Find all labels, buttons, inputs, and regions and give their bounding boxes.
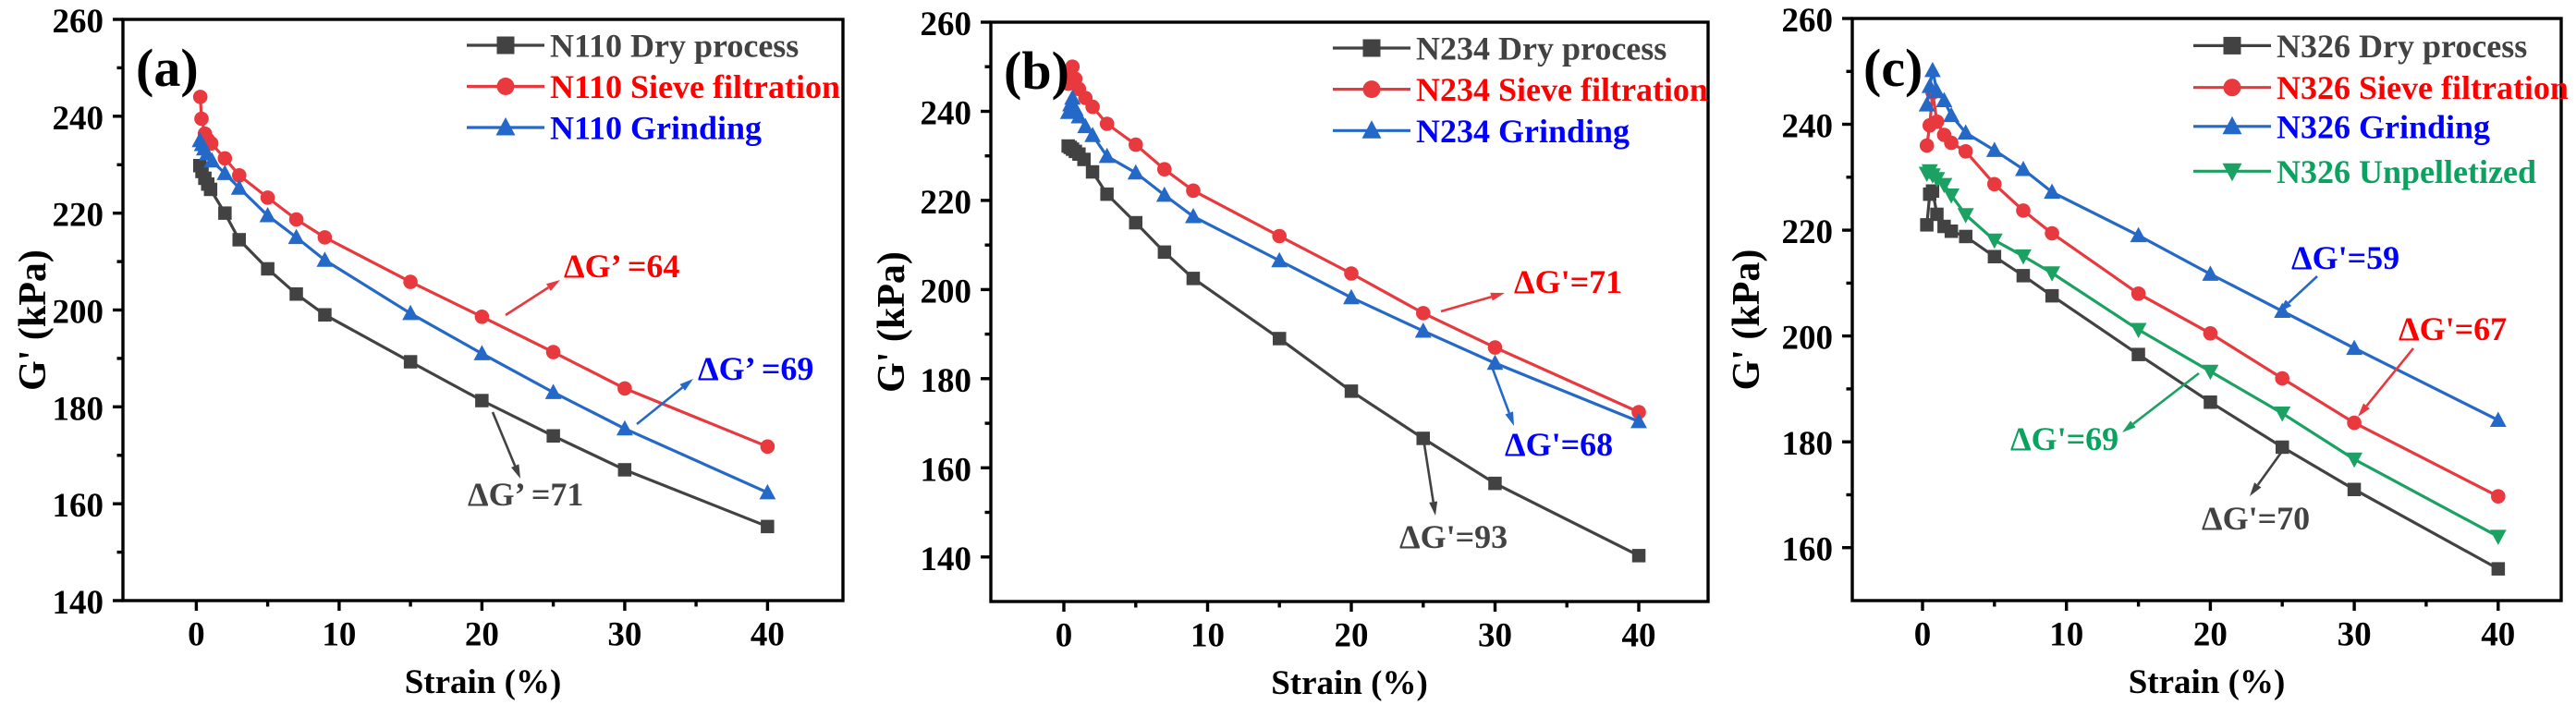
svg-text:(b): (b) xyxy=(1004,41,1069,101)
svg-text:140: 140 xyxy=(53,584,104,622)
svg-text:N110 Grinding: N110 Grinding xyxy=(550,110,762,147)
svg-text:200: 200 xyxy=(1782,320,1834,358)
svg-text:260: 260 xyxy=(921,6,972,43)
svg-text:N326 Dry process: N326 Dry process xyxy=(2277,28,2527,65)
svg-text:30: 30 xyxy=(2338,616,2372,654)
svg-text:ΔG'=67: ΔG'=67 xyxy=(2399,310,2507,347)
svg-text:160: 160 xyxy=(921,451,972,489)
svg-text:260: 260 xyxy=(53,3,104,41)
svg-text:240: 240 xyxy=(1782,108,1834,146)
svg-text:N326 Grinding: N326 Grinding xyxy=(2277,108,2490,145)
svg-text:(c): (c) xyxy=(1863,38,1923,98)
svg-text:N234 Grinding: N234 Grinding xyxy=(1416,113,1630,150)
svg-text:G' (kPa): G' (kPa) xyxy=(871,251,913,393)
svg-text:20: 20 xyxy=(465,616,499,654)
svg-text:30: 30 xyxy=(1478,617,1512,655)
svg-text:220: 220 xyxy=(921,184,972,222)
svg-text:0: 0 xyxy=(1056,617,1073,655)
svg-text:10: 10 xyxy=(322,616,356,654)
svg-text:260: 260 xyxy=(1782,2,1834,40)
svg-text:20: 20 xyxy=(1335,617,1369,655)
svg-text:240: 240 xyxy=(53,100,104,138)
svg-text:ΔG'=68: ΔG'=68 xyxy=(1505,426,1613,463)
svg-text:N234 Sieve filtration: N234 Sieve filtration xyxy=(1416,71,1708,108)
svg-text:40: 40 xyxy=(1622,617,1656,655)
svg-text:ΔG'=93: ΔG'=93 xyxy=(1399,518,1508,555)
svg-text:ΔG’ =71: ΔG’ =71 xyxy=(468,476,583,513)
svg-text:ΔG’ =64: ΔG’ =64 xyxy=(564,248,679,285)
svg-text:20: 20 xyxy=(2193,616,2228,654)
svg-text:0: 0 xyxy=(188,616,205,654)
svg-text:40: 40 xyxy=(2481,616,2515,654)
svg-text:N110 Sieve filtration: N110 Sieve filtration xyxy=(550,68,840,105)
svg-text:ΔG’ =69: ΔG’ =69 xyxy=(698,350,813,387)
svg-text:160: 160 xyxy=(1782,531,1834,569)
svg-text:180: 180 xyxy=(921,362,972,400)
svg-text:240: 240 xyxy=(921,94,972,132)
svg-text:180: 180 xyxy=(1782,425,1834,463)
svg-text:140: 140 xyxy=(921,541,972,578)
svg-text:40: 40 xyxy=(751,616,785,654)
svg-text:10: 10 xyxy=(2049,616,2083,654)
svg-text:220: 220 xyxy=(53,197,104,235)
svg-text:Strain (%): Strain (%) xyxy=(2129,663,2286,701)
svg-text:ΔG'=59: ΔG'=59 xyxy=(2291,239,2399,276)
svg-text:180: 180 xyxy=(53,390,104,428)
svg-text:ΔG'=70: ΔG'=70 xyxy=(2202,500,2310,537)
svg-text:200: 200 xyxy=(53,294,104,332)
svg-text:220: 220 xyxy=(1782,213,1834,251)
svg-text:N326 Sieve filtration: N326 Sieve filtration xyxy=(2277,69,2569,106)
svg-text:0: 0 xyxy=(1914,616,1932,654)
svg-text:30: 30 xyxy=(607,616,641,654)
svg-text:N234 Dry process: N234 Dry process xyxy=(1416,30,1666,67)
svg-text:ΔG'=69: ΔG'=69 xyxy=(2010,420,2118,457)
svg-text:160: 160 xyxy=(53,487,104,525)
svg-text:Strain (%): Strain (%) xyxy=(405,663,562,701)
svg-text:G' (kPa): G' (kPa) xyxy=(1726,249,1768,391)
svg-text:Strain (%): Strain (%) xyxy=(1271,664,1428,702)
svg-text:ΔG'=71: ΔG'=71 xyxy=(1514,263,1622,300)
svg-text:N326 Unpelletized: N326 Unpelletized xyxy=(2277,153,2536,190)
svg-text:N110 Dry process: N110 Dry process xyxy=(550,28,799,65)
svg-text:10: 10 xyxy=(1190,617,1225,655)
svg-text:(a): (a) xyxy=(136,38,199,98)
svg-text:200: 200 xyxy=(921,273,972,310)
svg-text:G' (kPa): G' (kPa) xyxy=(12,249,55,391)
